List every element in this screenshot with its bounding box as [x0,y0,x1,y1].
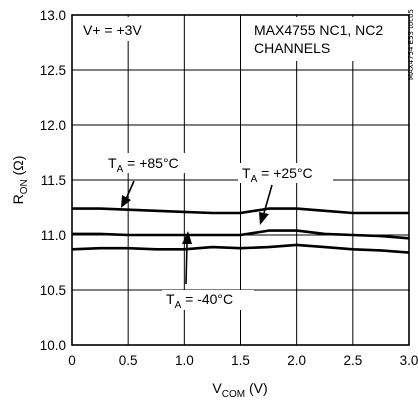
annot-85-arrowhead [121,195,131,208]
x-tick-label: 1.5 [231,353,250,368]
y-tick-label: 12.0 [40,118,66,133]
x-tick-label: 0.5 [119,353,138,368]
condition-box [76,17,162,41]
y-axis-title: RON (Ω) [10,156,30,205]
annot-m40-bg [162,290,254,310]
annot-25-arrow-line [263,184,273,214]
annot-85-bg [104,153,199,173]
x-tick-label: 1.0 [175,353,194,368]
series-layer [71,207,410,254]
side-code: MAX4754 E53 toc05 [407,9,415,80]
series-line-minus40c [71,243,410,254]
annot-25-bg [238,163,333,183]
chart-title-line-1: MAX4755 NC1, NC2 [254,22,383,38]
annotation-ta-25: TA = +25°C [242,165,313,185]
series-line-25c [72,229,410,240]
annot-25-arrowhead [259,212,269,225]
tick-labels: 0 0.5 1.0 1.5 2.0 2.5 3.0 10.0 10.5 11.0 11.5 12.0 1… [40,8,418,368]
y-tick-label: 12.5 [40,63,66,78]
y-tick-label: 13.0 [40,8,66,23]
y-tick-label: 11.0 [41,228,66,243]
annot-m40-arrowhead [182,231,192,244]
x-tick-label: 3.0 [400,353,418,368]
title-box [248,17,404,61]
y-tick-label: 11.5 [41,173,66,188]
annot-m40-arrow-line [185,242,188,285]
x-tick-label: 2.5 [343,353,362,368]
condition-label: V+ = +3V [83,22,142,38]
x-tick-label: 2.0 [287,353,306,368]
annotation-ta-85: TA = +85°C [108,155,179,175]
y-tick-label: 10.5 [40,283,66,298]
x-tick-label: 0 [68,353,76,368]
x-axis-title: VCOM (V) [212,380,267,400]
y-tick-label: 10.0 [40,338,66,353]
chart-title-line-2: CHANNELS [254,40,330,56]
annotation-ta-minus40: TA = -40°C [166,291,233,311]
annot-85-arrow-line [125,180,135,200]
series-line-85c [72,207,409,215]
